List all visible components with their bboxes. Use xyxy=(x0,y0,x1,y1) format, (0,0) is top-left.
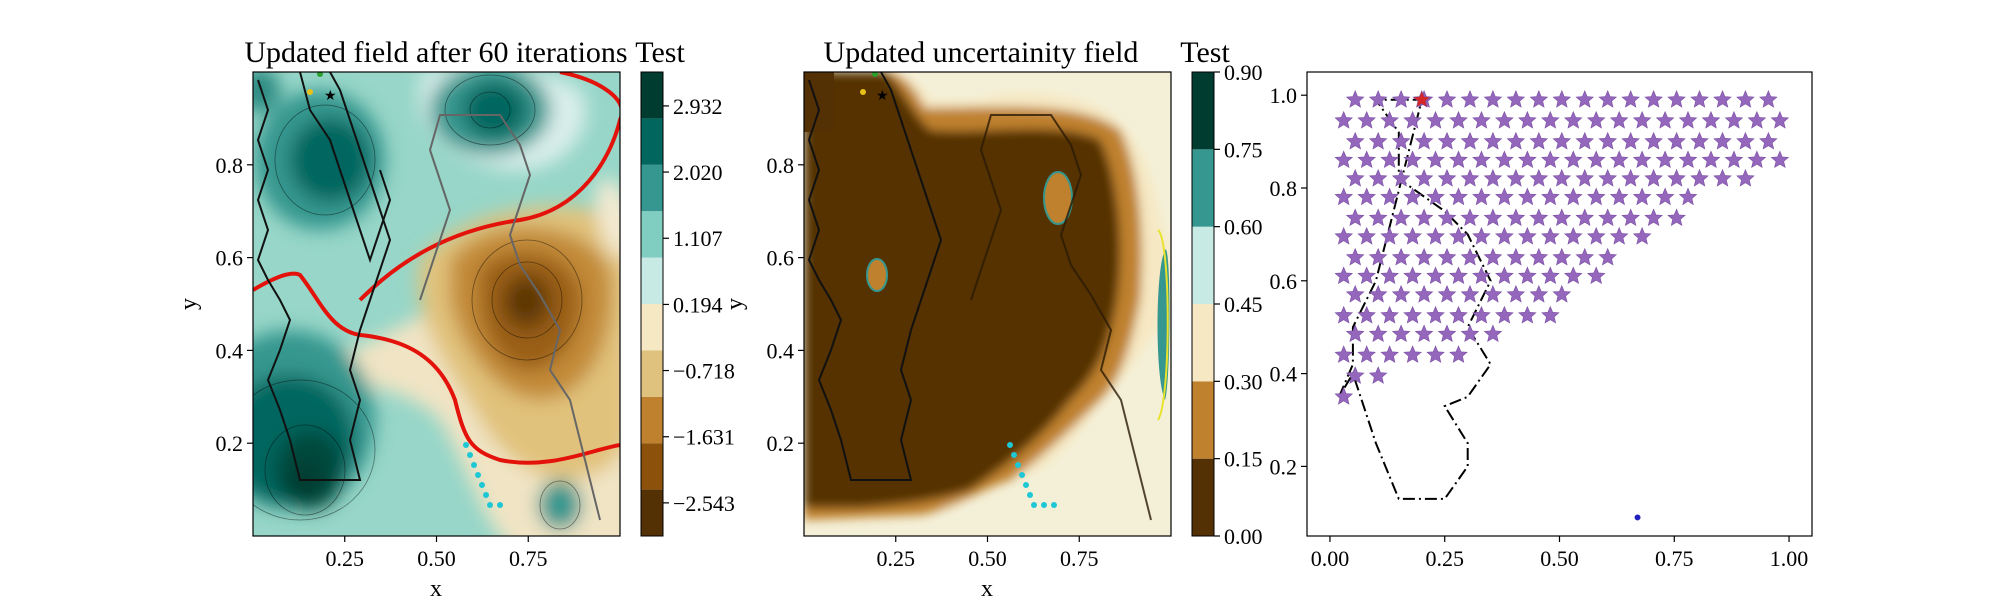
scatter-ytick-label: 0.6 xyxy=(1270,269,1298,294)
field-colorbar-band xyxy=(641,350,663,396)
scatter-ytick-label: 0.2 xyxy=(1270,454,1298,479)
scatter-ytick-label: 0.8 xyxy=(1270,176,1298,201)
uncertainty-xtick-label: 0.75 xyxy=(1060,546,1099,571)
uncertainty-ytick-label: 0.8 xyxy=(767,153,795,178)
scatter-xtick-label: 0.00 xyxy=(1311,546,1350,571)
uncertainty-ytick-label: 0.6 xyxy=(767,246,795,271)
scatter-xtick-label: 0.75 xyxy=(1655,546,1694,571)
field-ylabel: y xyxy=(176,298,202,310)
field-colorbar-tick-label: −0.718 xyxy=(673,359,735,384)
svg-text:★: ★ xyxy=(876,89,889,104)
field-colorbar-band xyxy=(641,211,663,257)
field-ytick-label: 0.6 xyxy=(216,246,244,271)
uncertainty-colorbar-tick-label: 0.75 xyxy=(1224,137,1263,162)
uncertainty-colorbar-tick-label: 0.45 xyxy=(1224,292,1263,317)
uncertainty-colorbar-tick-label: 0.90 xyxy=(1224,60,1263,85)
uncertainty-ytick-label: 0.4 xyxy=(767,338,795,363)
uncertainty-xtick-label: 0.50 xyxy=(968,546,1007,571)
uncertainty-colorbar-band xyxy=(1192,459,1214,536)
field-colorbar-band xyxy=(641,490,663,536)
candidate-scatter-panel: 0.00 0.25 0.50 0.75 1.00 0.2 0.4 0.6 0.8 1.0 xyxy=(1270,72,1813,571)
field-colorbar-band xyxy=(641,72,663,118)
field-panel-title: Updated field after 60 iterations xyxy=(244,36,627,69)
uncertainty-colorbar-band xyxy=(1192,227,1214,304)
field-colorbar-band xyxy=(641,397,663,443)
uncertainty-colorbar-tick-label: 0.00 xyxy=(1224,524,1263,549)
field-colorbar-tick-label: −1.631 xyxy=(673,425,735,450)
field-contour-fill: ★ xyxy=(205,65,640,560)
uncertainty-colorbar-band xyxy=(1192,304,1214,381)
field-colorbar-band xyxy=(641,443,663,489)
field-colorbar-band xyxy=(641,258,663,304)
field-ytick-label: 0.8 xyxy=(216,153,244,178)
scatter-xtick-label: 0.25 xyxy=(1425,546,1464,571)
uncertainty-colorbar-title: Test xyxy=(1180,36,1230,69)
scatter-ytick-label: 1.0 xyxy=(1270,83,1298,108)
field-xlabel: x xyxy=(430,576,442,600)
field-panel: Updated field after 60 iterations xyxy=(176,36,735,600)
field-xtick-label: 0.50 xyxy=(417,546,456,571)
scatter-xtick-label: 0.50 xyxy=(1540,546,1579,571)
uncertainty-colorbar-tick-label: 0.15 xyxy=(1224,447,1263,472)
field-colorbar: Test 2.932 2.020 1.107 0.194 −0.718 −1.631 −2.… xyxy=(635,36,735,536)
field-colorbar-band xyxy=(641,118,663,164)
field-colorbar-band xyxy=(641,165,663,211)
current-position-dot xyxy=(1635,514,1641,520)
field-colorbar-tick-label: 2.020 xyxy=(673,160,723,185)
scatter-ytick-label: 0.4 xyxy=(1270,362,1298,387)
uncertainty-colorbar-tick-label: 0.30 xyxy=(1224,369,1263,394)
field-xtick-label: 0.75 xyxy=(509,546,548,571)
scatter-xtick-label: 1.00 xyxy=(1770,546,1809,571)
uncertainty-colorbar-band xyxy=(1192,381,1214,458)
field-ytick-label: 0.4 xyxy=(216,338,244,363)
uncertainty-panel: Updated uncertainity field xyxy=(722,36,1263,600)
uncertainty-xtick-label: 0.25 xyxy=(877,546,916,571)
uncertainty-colorbar-tick-label: 0.60 xyxy=(1224,215,1263,240)
field-colorbar-band xyxy=(641,304,663,350)
uncertainty-colorbar-band xyxy=(1192,149,1214,226)
field-colorbar-tick-label: 0.194 xyxy=(673,292,723,317)
field-colorbar-tick-label: 2.932 xyxy=(673,94,723,119)
field-colorbar-tick-label: −2.543 xyxy=(673,491,735,516)
uncertainty-colorbar: Test 0.90 0.75 0.60 0.45 0.30 0.15 0.00 xyxy=(1180,36,1262,549)
uncertainty-xlabel: x xyxy=(981,576,993,600)
field-xtick-label: 0.25 xyxy=(326,546,365,571)
uncertainty-ylabel: y xyxy=(722,298,748,310)
field-colorbar-title: Test xyxy=(635,36,685,69)
svg-text:★: ★ xyxy=(324,89,337,104)
uncertainty-contour-fill: ★ xyxy=(804,71,1171,536)
field-colorbar-tick-label: 1.107 xyxy=(673,226,723,251)
uncertainty-ytick-label: 0.2 xyxy=(767,431,795,456)
field-ytick-label: 0.2 xyxy=(216,431,244,456)
uncertainty-panel-title: Updated uncertainity field xyxy=(824,36,1139,69)
uncertainty-colorbar-band xyxy=(1192,72,1214,149)
